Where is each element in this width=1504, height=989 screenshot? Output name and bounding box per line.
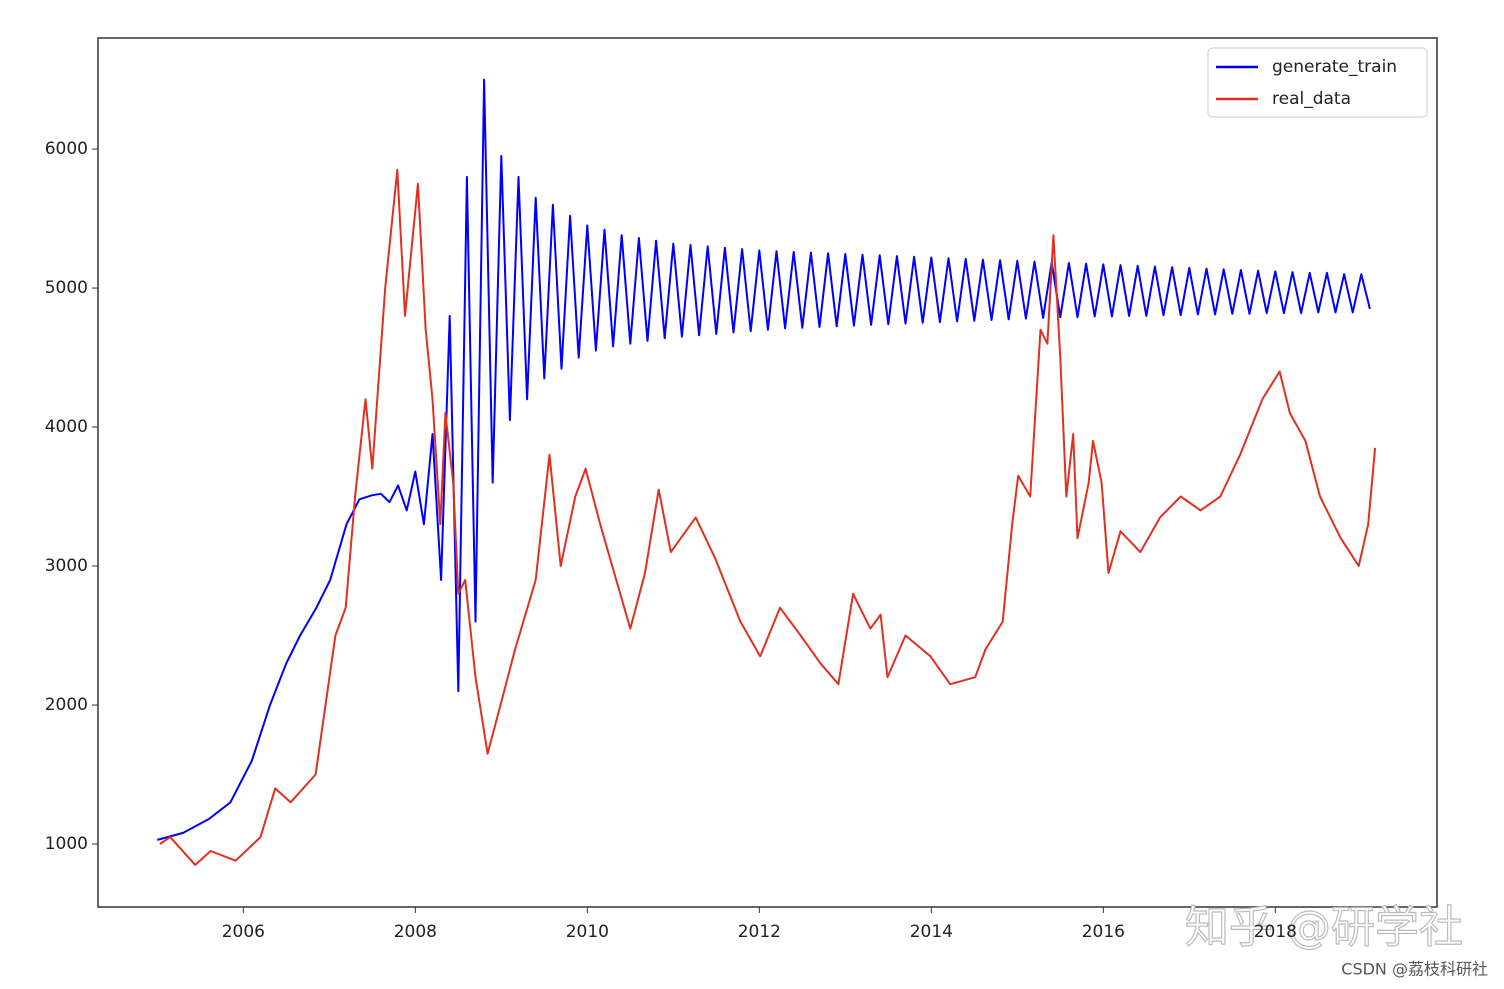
y-tick-label: 2000 bbox=[45, 695, 88, 715]
data-line bbox=[159, 168, 1377, 866]
x-tick-label: 2014 bbox=[910, 922, 953, 942]
data-line bbox=[157, 78, 1371, 841]
legend-label: generate_train bbox=[1272, 57, 1397, 77]
legend-box bbox=[1207, 47, 1428, 118]
y-tick-label: 1000 bbox=[45, 834, 88, 854]
x-tick-label: 2012 bbox=[738, 922, 781, 942]
x-tick-label: 2006 bbox=[222, 922, 265, 942]
watermark: CSDN @荔枝科研社 bbox=[1341, 960, 1488, 979]
y-tick-label: 5000 bbox=[45, 278, 88, 298]
legend-label: real_data bbox=[1272, 89, 1351, 109]
y-tick-label: 4000 bbox=[45, 417, 88, 437]
x-tick-label: 2008 bbox=[394, 922, 437, 942]
x-tick-label: 2016 bbox=[1082, 922, 1125, 942]
watermark: 知乎 @研学社 bbox=[1185, 902, 1463, 953]
x-tick-label: 2018 bbox=[1254, 922, 1297, 942]
plot-frame bbox=[97, 37, 1438, 908]
y-tick-label: 3000 bbox=[45, 556, 88, 576]
y-tick-label: 6000 bbox=[45, 139, 88, 159]
x-tick-label: 2010 bbox=[566, 922, 609, 942]
